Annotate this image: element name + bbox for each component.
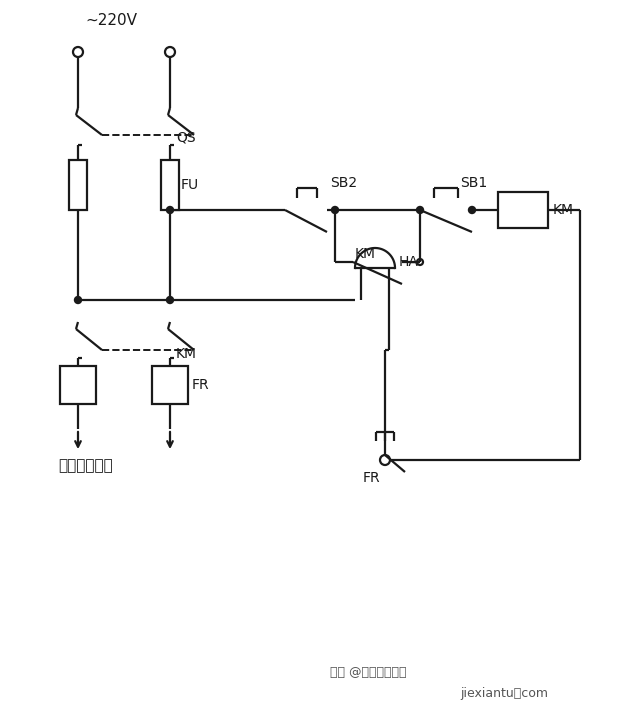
Text: KM: KM: [176, 347, 197, 361]
Text: SB2: SB2: [330, 176, 357, 190]
Text: jiexiantu．com: jiexiantu．com: [460, 686, 548, 699]
Bar: [152, 366, 188, 404]
Circle shape: [417, 207, 424, 214]
Text: FU: FU: [181, 178, 199, 192]
Circle shape: [166, 297, 173, 303]
Text: QS: QS: [176, 130, 196, 144]
Circle shape: [468, 207, 476, 214]
Circle shape: [332, 207, 339, 214]
Text: SB1: SB1: [460, 176, 487, 190]
Text: FR: FR: [192, 378, 210, 392]
Bar: [161, 160, 179, 210]
Bar: [498, 192, 548, 228]
Text: KM: KM: [553, 203, 574, 217]
Bar: [69, 160, 87, 210]
Text: 知乎 @自动化研究社: 知乎 @自动化研究社: [330, 666, 406, 679]
Text: FR: FR: [363, 471, 381, 485]
Bar: [60, 366, 96, 404]
Circle shape: [166, 207, 173, 214]
Text: KM: KM: [355, 247, 376, 261]
Text: 接进户电源线: 接进户电源线: [58, 458, 113, 473]
Text: ~220V: ~220V: [85, 12, 137, 27]
Text: HA: HA: [399, 255, 419, 269]
Circle shape: [74, 297, 81, 303]
